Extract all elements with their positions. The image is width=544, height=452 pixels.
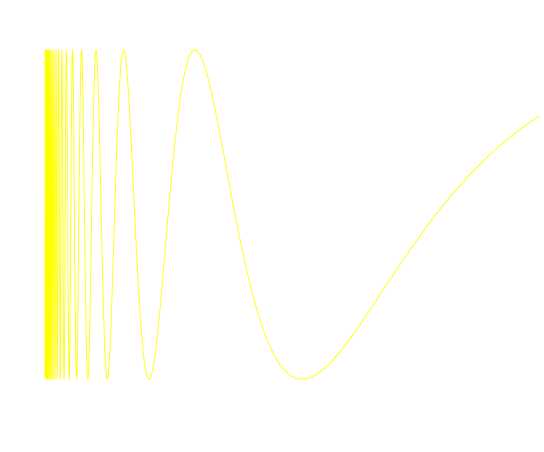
series-line bbox=[44, 49, 540, 380]
plot-area bbox=[44, 49, 540, 380]
